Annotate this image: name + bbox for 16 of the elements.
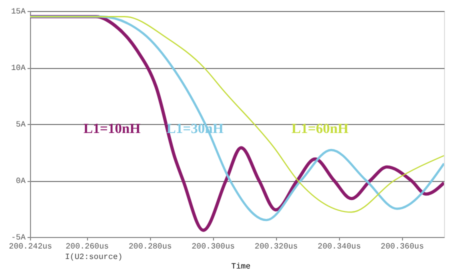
y-tick-label: -5A	[11, 234, 26, 242]
annotation: L1=60nH	[292, 122, 349, 137]
x-tick-label: 200.340us	[318, 242, 362, 252]
x-tick-label: 200.260us	[66, 242, 110, 252]
annotation: L1=10nH	[84, 122, 141, 137]
text: I(U2:source)	[65, 253, 123, 262]
y-tick-label: 10A	[11, 64, 26, 73]
x-tick-label: 200.242us	[8, 242, 52, 252]
x-tick-label: 200.300us	[192, 242, 236, 252]
y-tick-label: 5A	[16, 120, 26, 130]
x-tick-label: 200.320us	[254, 242, 298, 252]
x-tick-label: 200.360us	[380, 242, 424, 252]
x-axis-title: Time	[231, 262, 251, 272]
y-tick-label: 0A	[16, 177, 26, 186]
y-tick-label: 15A	[11, 8, 26, 16]
x-tick-label: 200.280us	[128, 242, 172, 252]
